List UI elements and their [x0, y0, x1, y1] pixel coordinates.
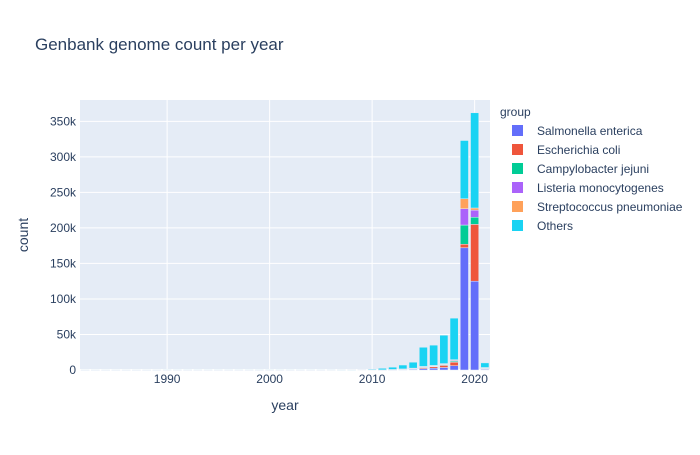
- y-axis-ticks: 0 50k 100k 150k 200k 250k 300k 350k: [50, 114, 77, 377]
- y-tick-label: 0: [69, 363, 76, 377]
- plot-area: [80, 100, 490, 370]
- legend-label: Campylobacter jejuni: [537, 162, 649, 176]
- y-tick-label: 250k: [50, 185, 77, 199]
- legend-swatch: [512, 220, 523, 231]
- y-tick-label: 50k: [57, 327, 77, 341]
- bar-segment: [440, 365, 448, 367]
- x-tick-label: 2010: [359, 372, 386, 386]
- legend-title: group: [500, 105, 531, 119]
- bar-segment: [450, 318, 458, 360]
- legend-label: Listeria monocytogenes: [537, 181, 664, 195]
- bar-segment: [430, 345, 438, 365]
- bar-segment: [471, 113, 479, 208]
- x-tick-label: 2020: [461, 372, 488, 386]
- legend-swatch: [512, 125, 523, 136]
- y-tick-label: 300k: [50, 150, 77, 164]
- bar-segment: [399, 365, 407, 369]
- bar-segment: [471, 224, 479, 281]
- bar-segment: [368, 369, 376, 370]
- legend-swatch: [512, 182, 523, 193]
- x-tick-label: 2000: [256, 372, 283, 386]
- legend-item[interactable]: Listeria monocytogenes: [512, 181, 664, 195]
- legend-item[interactable]: Escherichia coli: [512, 143, 620, 157]
- bar-segment: [481, 363, 489, 368]
- chart-title: Genbank genome count per year: [35, 35, 284, 54]
- bar-segment: [419, 347, 427, 366]
- legend-label: Streptococcus pneumoniae: [537, 200, 683, 214]
- bar-segment: [460, 199, 468, 209]
- bar-segment: [471, 217, 479, 224]
- legend-item[interactable]: Campylobacter jejuni: [512, 162, 649, 176]
- x-axis-ticks: 1990 2000 2010 2020: [154, 372, 489, 386]
- legend-label: Salmonella enterica: [537, 124, 643, 138]
- legend-item[interactable]: Others: [512, 219, 573, 233]
- legend-items: Salmonella enterica Escherichia coli Campy…: [512, 124, 683, 233]
- bar-segment: [460, 248, 468, 370]
- y-tick-label: 100k: [50, 292, 77, 306]
- bar-segment: [471, 281, 479, 370]
- bar-segment: [460, 244, 468, 248]
- bar-segment: [409, 362, 417, 368]
- legend-swatch: [512, 201, 523, 212]
- legend: group Salmonella enterica Escherichia col…: [500, 105, 683, 233]
- bar-segment: [460, 141, 468, 199]
- y-tick-label: 200k: [50, 221, 77, 235]
- bar-segment: [450, 362, 458, 366]
- bar-segment: [378, 368, 386, 370]
- bar-segment: [460, 225, 468, 244]
- legend-swatch: [512, 163, 523, 174]
- y-tick-label: 350k: [50, 114, 77, 128]
- y-axis-title: count: [15, 218, 31, 252]
- bar-segment: [460, 209, 468, 225]
- bar-segment: [389, 367, 397, 369]
- legend-label: Others: [537, 219, 573, 233]
- x-axis-title: year: [271, 397, 299, 413]
- bar-segment: [471, 210, 479, 217]
- bar-segment: [440, 368, 448, 370]
- legend-item[interactable]: Salmonella enterica: [512, 124, 643, 138]
- bar-segment: [471, 208, 479, 210]
- bar-segment: [440, 335, 448, 363]
- legend-item[interactable]: Streptococcus pneumoniae: [512, 200, 683, 214]
- bar-segment: [450, 366, 458, 370]
- legend-swatch: [512, 144, 523, 155]
- bar-segment: [430, 368, 438, 370]
- legend-label: Escherichia coli: [537, 143, 620, 157]
- x-tick-label: 1990: [154, 372, 181, 386]
- y-tick-label: 150k: [50, 256, 77, 270]
